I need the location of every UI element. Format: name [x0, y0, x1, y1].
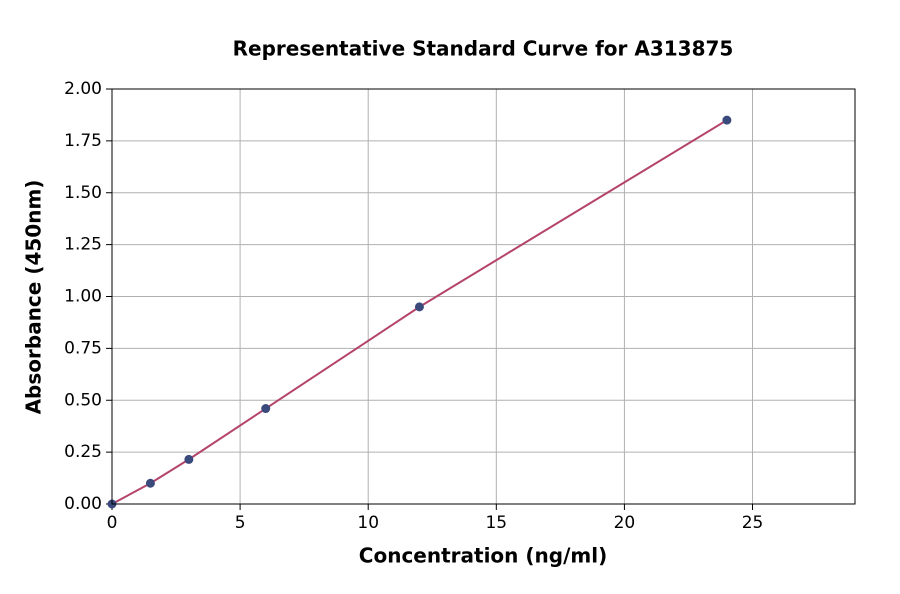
marks	[107, 115, 732, 509]
y-tick-label: 2.00	[64, 79, 102, 99]
data-point	[722, 115, 732, 125]
y-tick-label: 1.25	[64, 235, 102, 255]
y-axis-label: Absorbance (450nm)	[22, 180, 46, 415]
data-point	[145, 478, 155, 488]
y-tick-label: 0.75	[64, 338, 102, 358]
y-tick-label: 0.50	[64, 390, 102, 410]
x-tick-label: 15	[485, 513, 507, 533]
x-tick-label: 0	[107, 513, 118, 533]
y-tick-label: 1.00	[64, 287, 102, 307]
x-tick-label: 5	[235, 513, 246, 533]
data-point	[184, 454, 194, 464]
y-tick-label: 1.50	[64, 183, 102, 203]
fit-line	[111, 119, 728, 505]
x-tick-label: 25	[742, 513, 764, 533]
y-tick-label: 0.25	[64, 442, 102, 462]
y-tick-label: 0.00	[64, 494, 102, 514]
data-point	[261, 404, 271, 414]
x-axis-label: Concentration (ng/ml)	[359, 544, 607, 568]
grid: 0.00 0.25 0.50 0.75 1.00 1.25 1.50 1.75 2.00 0 5 10…	[64, 79, 855, 533]
x-tick-label: 10	[357, 513, 379, 533]
x-tick-label: 20	[614, 513, 636, 533]
data-point	[414, 302, 424, 312]
plot-frame	[111, 88, 856, 505]
y-tick-label: 1.75	[64, 131, 102, 151]
chart-title: Representative Standard Curve for A31387…	[233, 37, 734, 61]
